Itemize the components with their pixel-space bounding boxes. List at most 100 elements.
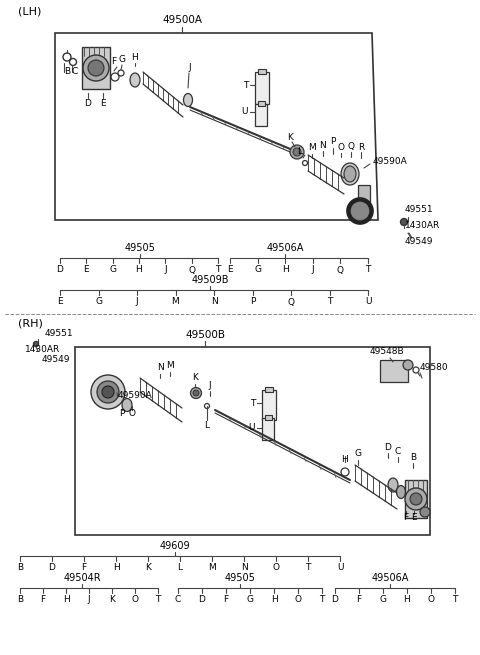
Text: F: F (357, 595, 361, 605)
Text: 49548B: 49548B (370, 348, 405, 356)
Text: G: G (355, 449, 361, 458)
Circle shape (88, 60, 104, 76)
Bar (258, 69, 266, 74)
Text: D: D (199, 595, 205, 605)
Text: B: B (17, 595, 23, 605)
Text: F: F (111, 58, 117, 67)
Text: N: N (320, 141, 326, 149)
Text: H: H (271, 595, 277, 605)
Text: M: M (166, 362, 174, 371)
Circle shape (83, 55, 109, 81)
Bar (262, 418, 274, 440)
Text: U: U (337, 563, 343, 572)
Text: C: C (395, 447, 401, 455)
Text: U: U (241, 107, 248, 117)
Text: 49590A: 49590A (118, 390, 153, 400)
Text: B: B (410, 453, 416, 462)
Text: K: K (145, 563, 151, 572)
Text: E: E (100, 98, 106, 107)
Circle shape (97, 381, 119, 403)
Text: F: F (403, 512, 408, 521)
Ellipse shape (341, 163, 359, 185)
Text: T: T (365, 265, 371, 274)
Circle shape (91, 375, 125, 409)
Circle shape (293, 148, 301, 156)
Text: H: H (136, 265, 143, 274)
Text: L: L (204, 422, 209, 430)
Ellipse shape (130, 73, 140, 87)
Text: B: B (17, 563, 23, 572)
Text: M: M (172, 297, 180, 307)
Text: 49500A: 49500A (162, 15, 202, 25)
Circle shape (400, 219, 408, 225)
Text: H: H (132, 54, 138, 62)
Text: N: N (240, 563, 247, 572)
Text: (LH): (LH) (18, 7, 41, 17)
Text: P: P (330, 138, 336, 147)
Text: T: T (242, 81, 248, 90)
Text: 49504R: 49504R (63, 573, 101, 583)
Bar (258, 101, 265, 106)
Text: H: H (113, 563, 120, 572)
Text: G: G (95, 297, 102, 307)
Circle shape (403, 360, 413, 370)
Text: T: T (216, 265, 221, 274)
Circle shape (410, 493, 422, 505)
Text: G: G (247, 595, 253, 605)
Text: D: D (384, 443, 391, 451)
Text: M: M (308, 143, 316, 153)
Text: Q: Q (188, 265, 195, 274)
Text: T: T (452, 595, 458, 605)
Circle shape (405, 488, 427, 510)
Text: C: C (175, 595, 181, 605)
Text: D: D (84, 98, 91, 107)
Text: L: L (298, 147, 302, 157)
Circle shape (347, 198, 373, 224)
Text: J: J (189, 64, 192, 73)
Text: O: O (132, 595, 139, 605)
Circle shape (34, 341, 38, 346)
Bar (358, 185, 370, 203)
Text: T: T (319, 595, 324, 605)
Text: 49506A: 49506A (266, 243, 304, 253)
Text: J: J (136, 297, 138, 307)
Text: 49506A: 49506A (372, 573, 408, 583)
Text: D: D (48, 563, 55, 572)
Text: 49580: 49580 (420, 362, 449, 371)
Text: O: O (337, 143, 345, 153)
Text: K: K (287, 134, 293, 143)
Text: R: R (358, 143, 364, 151)
Ellipse shape (183, 94, 192, 107)
Text: 49505: 49505 (125, 243, 156, 253)
Text: N: N (211, 297, 217, 307)
Bar (82, 47, 110, 89)
Text: F: F (223, 595, 228, 605)
Bar (262, 390, 276, 420)
Text: O: O (295, 595, 301, 605)
Bar (255, 72, 269, 104)
Text: 1430AR: 1430AR (405, 221, 440, 229)
Text: U: U (249, 424, 255, 432)
Text: F: F (40, 595, 46, 605)
Text: E: E (84, 265, 89, 274)
Text: H: H (282, 265, 288, 274)
Circle shape (420, 507, 430, 517)
Bar (265, 415, 272, 420)
Text: P: P (250, 297, 255, 307)
Text: Q: Q (337, 265, 344, 274)
Text: 49609: 49609 (160, 541, 190, 551)
Text: Q: Q (288, 297, 295, 307)
Text: D: D (332, 595, 338, 605)
Text: N: N (156, 364, 163, 373)
Text: O: O (129, 409, 135, 417)
Text: C: C (71, 67, 77, 77)
Text: U: U (365, 297, 371, 307)
Text: K: K (192, 373, 198, 383)
Text: B: B (64, 67, 70, 77)
Text: 49509B: 49509B (191, 275, 229, 285)
Text: 1430AR: 1430AR (25, 345, 60, 354)
Text: 49549: 49549 (42, 356, 71, 364)
Text: H: H (342, 455, 348, 464)
Text: T: T (305, 563, 311, 572)
Bar (265, 387, 273, 392)
